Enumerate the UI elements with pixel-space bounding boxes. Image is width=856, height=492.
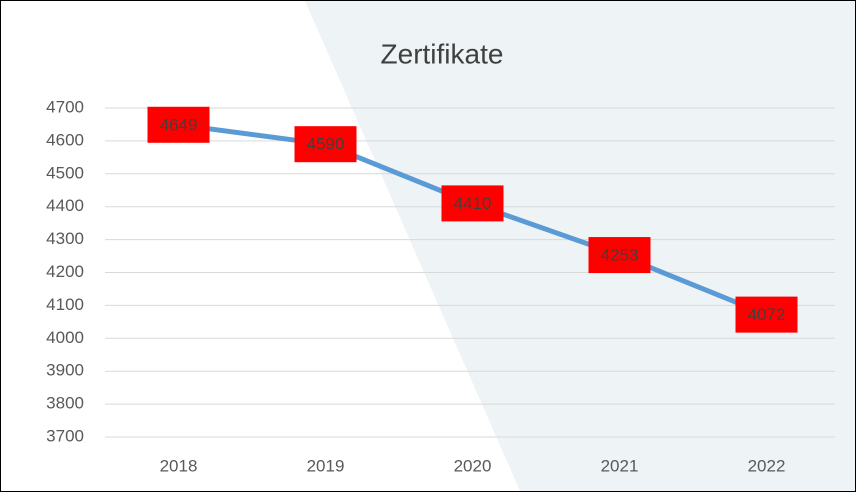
data-label-box — [735, 296, 798, 333]
data-label-box — [147, 106, 210, 143]
data-label-box — [441, 185, 504, 222]
x-tick-label: 2019 — [307, 456, 345, 475]
data-label: 4649 — [160, 115, 198, 134]
y-tick-label: 4600 — [46, 130, 84, 149]
data-label-box — [294, 126, 357, 163]
data-label: 4410 — [454, 194, 492, 213]
y-tick-label: 4300 — [46, 229, 84, 248]
y-tick-label: 4700 — [46, 97, 84, 116]
data-label: 4590 — [307, 135, 345, 154]
y-tick-label: 4000 — [46, 328, 84, 347]
y-tick-label: 4200 — [46, 262, 84, 281]
background-shape — [305, 1, 855, 491]
y-tick-label: 4500 — [46, 163, 84, 182]
y-tick-label: 3900 — [46, 361, 84, 380]
x-tick-label: 2020 — [454, 456, 492, 475]
y-tick-label: 3800 — [46, 394, 84, 413]
y-tick-label: 4400 — [46, 196, 84, 215]
y-tick-label: 3700 — [46, 426, 84, 445]
data-label: 4072 — [748, 305, 786, 324]
x-tick-label: 2018 — [160, 456, 198, 475]
x-tick-label: 2022 — [748, 456, 786, 475]
y-tick-label: 4100 — [46, 295, 84, 314]
data-label-box — [588, 237, 651, 274]
data-label: 4253 — [601, 246, 639, 265]
chart-title: Zertifikate — [381, 38, 504, 69]
x-tick-label: 2021 — [601, 456, 639, 475]
